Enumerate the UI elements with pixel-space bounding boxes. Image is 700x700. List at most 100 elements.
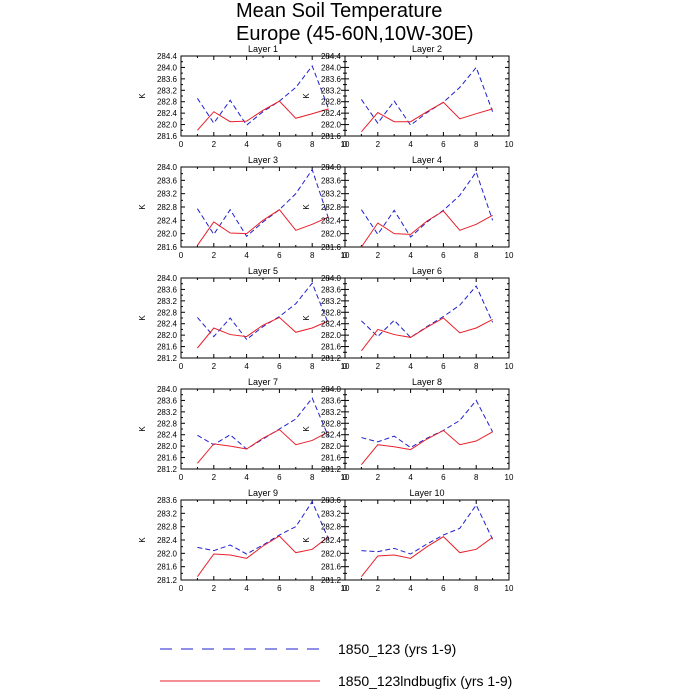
legend-label-1850-123: 1850_123 (yrs 1-9) [338, 641, 456, 657]
y-axis-label: K [302, 204, 311, 210]
y-tick-label: 283.6 [157, 396, 178, 405]
series-line-lndbugfix [360, 210, 493, 248]
y-tick-label: 281.2 [157, 465, 178, 474]
legend-label-lndbugfix: 1850_123lndbugfix (yrs 1-9) [338, 673, 512, 689]
panel-layer-1: Layer 1K0 2 4 6 8 10281.6282.0282.4282.8283.2… [138, 44, 350, 149]
chart-title-line2: Europe (45-60N,10W-30E) [236, 23, 474, 45]
panel-grid: Layer 1 K 0 2 4 6 8 10 281.6 282.0 282.4 282.8 283.2… [138, 44, 514, 593]
y-tick-label: 281.6 [157, 132, 178, 141]
series-line-1850-123 [361, 285, 494, 339]
y-tick-label: 284.0 [321, 274, 342, 283]
x-tick-label: 10 [505, 584, 514, 593]
y-tick-label: 283.6 [157, 496, 178, 505]
x-tick-label: 2 [212, 584, 217, 593]
x-tick-label: 4 [244, 584, 249, 593]
x-tick-label: 10 [341, 584, 350, 593]
chart-title-line1: Mean Soil Temperature [236, 0, 442, 22]
panel-title: Layer 3 [248, 155, 278, 165]
plot-frame [344, 388, 510, 470]
y-tick-label: 284.0 [157, 274, 178, 283]
plot-frame [344, 277, 510, 359]
panel-title: Layer 4 [412, 155, 442, 165]
x-tick-label: 4 [408, 140, 413, 149]
panel-layer-7: Layer 7K0 2 4 6 8 10281.2281.6282.0282.4282.8… [138, 377, 350, 482]
y-tick-label: 281.2 [321, 465, 342, 474]
x-tick-label: 4 [244, 473, 249, 482]
y-tick-label: 282.4 [321, 216, 342, 225]
x-tick-label: 0 [343, 251, 348, 260]
x-tick-label: 10 [341, 140, 350, 149]
y-tick-label: 283.2 [157, 297, 178, 306]
x-tick-label: 8 [474, 140, 479, 149]
x-tick-label: 10 [505, 140, 514, 149]
panel-layer-3: Layer 3K0 2 4 6 8 10281.6282.0282.4282.8283.2… [138, 155, 350, 260]
y-tick-label: 282.4 [157, 536, 178, 545]
y-tick-label: 283.2 [321, 509, 342, 518]
x-tick-label: 2 [376, 251, 381, 260]
series-line-1850-123 [196, 168, 330, 238]
y-tick-label: 283.6 [321, 496, 342, 505]
y-axis-label: K [302, 315, 311, 321]
series-line-lndbugfix [196, 209, 329, 246]
panel-title: Layer 1 [248, 44, 278, 54]
y-tick-label: 282.8 [321, 419, 342, 428]
panel-layer-2: Layer 2K0 2 4 6 8 10281.6282.0282.4282.8283.2… [302, 44, 514, 149]
x-tick-label: 2 [212, 140, 217, 149]
x-tick-label: 8 [474, 251, 479, 260]
y-axis-label: K [302, 537, 311, 543]
x-tick-label: 6 [277, 362, 282, 371]
series-line-1850-123 [197, 397, 330, 450]
x-tick-label: 2 [376, 140, 381, 149]
y-tick-label: 282.0 [321, 331, 342, 340]
x-tick-label: 0 [179, 362, 184, 371]
panel-title: Layer 10 [409, 488, 444, 498]
x-tick-label: 8 [310, 140, 315, 149]
y-tick-label: 281.6 [157, 563, 178, 572]
x-tick-label: 8 [310, 362, 315, 371]
x-tick-label: 0 [179, 140, 184, 149]
series-line-lndbugfix [361, 536, 493, 577]
y-tick-label: 282.4 [157, 431, 178, 440]
series-line-1850-123 [197, 282, 330, 341]
x-tick-label: 6 [277, 140, 282, 149]
series-line-1850-123 [360, 66, 494, 126]
x-tick-label: 8 [474, 362, 479, 371]
x-tick-label: 6 [441, 584, 446, 593]
x-tick-label: 10 [341, 362, 350, 371]
panel-title: Layer 5 [248, 266, 278, 276]
y-tick-label: 281.6 [321, 454, 342, 463]
x-tick-label: 6 [277, 251, 282, 260]
y-tick-label: 284.0 [157, 63, 178, 72]
series-line-lndbugfix [197, 428, 329, 464]
y-tick-label: 281.2 [157, 354, 178, 363]
y-tick-label: 282.8 [157, 308, 178, 317]
series-line-lndbugfix [361, 317, 493, 352]
y-axis-label: K [138, 426, 147, 432]
x-tick-label: 8 [310, 251, 315, 260]
x-tick-label: 6 [441, 362, 446, 371]
y-tick-label: 284.0 [321, 385, 342, 394]
y-tick-label: 282.0 [157, 331, 178, 340]
y-tick-label: 282.8 [157, 523, 178, 532]
y-tick-label: 281.6 [321, 343, 342, 352]
y-tick-label: 282.0 [157, 549, 178, 558]
y-tick-label: 282.8 [157, 98, 178, 107]
x-tick-label: 6 [277, 473, 282, 482]
y-tick-label: 283.6 [321, 396, 342, 405]
x-tick-label: 4 [408, 473, 413, 482]
y-tick-label: 284.4 [321, 52, 342, 61]
y-tick-label: 281.2 [157, 576, 178, 585]
y-tick-label: 281.6 [157, 343, 178, 352]
y-tick-label: 283.6 [321, 176, 342, 185]
panel-title: Layer 2 [412, 44, 442, 54]
y-tick-label: 281.6 [157, 454, 178, 463]
y-tick-label: 282.8 [321, 98, 342, 107]
y-tick-label: 282.4 [321, 320, 342, 329]
series-line-lndbugfix [196, 535, 329, 577]
y-tick-label: 284.0 [157, 163, 178, 172]
y-tick-label: 281.2 [321, 576, 342, 585]
series-line-1850-123 [196, 64, 330, 126]
y-tick-label: 283.2 [157, 509, 178, 518]
y-tick-label: 283.2 [321, 86, 342, 95]
